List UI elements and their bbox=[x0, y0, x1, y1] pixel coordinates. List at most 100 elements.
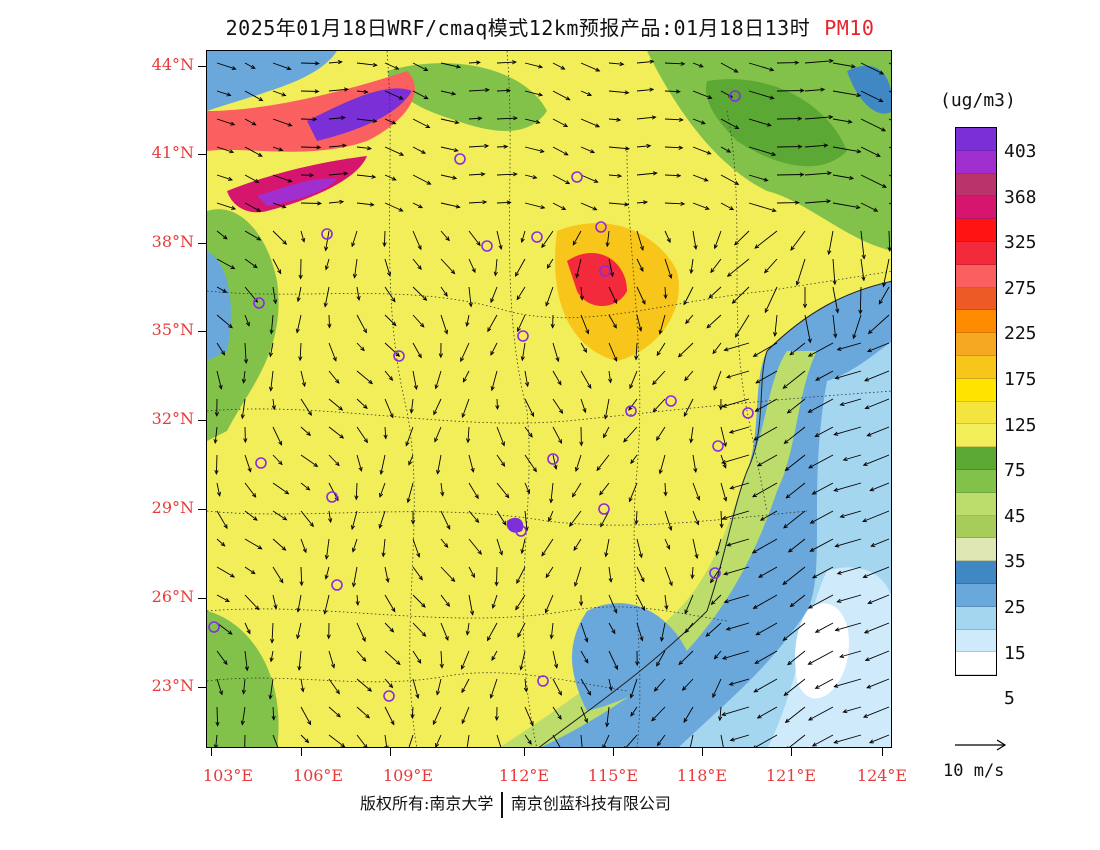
wind-vector bbox=[487, 314, 498, 332]
wind-vector-head bbox=[256, 236, 262, 241]
latitude-tick bbox=[198, 687, 206, 688]
city-marker bbox=[709, 567, 721, 579]
wind-vector bbox=[839, 650, 862, 658]
wind-vector bbox=[608, 314, 617, 329]
wind-vector bbox=[379, 510, 386, 529]
latitude-tick bbox=[198, 509, 206, 510]
wind-vector bbox=[603, 734, 610, 747]
wind-vector-head bbox=[301, 237, 306, 243]
wind-vector bbox=[270, 370, 274, 391]
wind-vector bbox=[300, 454, 318, 467]
wind-vector bbox=[630, 706, 638, 717]
wind-vector bbox=[216, 118, 235, 126]
wind-vector bbox=[216, 146, 234, 153]
wind-vector-head bbox=[515, 605, 520, 611]
wind-vector-head bbox=[362, 328, 367, 334]
wind-vector-head bbox=[312, 117, 318, 122]
wind-vector-head bbox=[500, 441, 505, 447]
wind-vector-head bbox=[827, 250, 832, 256]
wind-vector-head bbox=[799, 88, 805, 93]
city-marker bbox=[531, 231, 543, 243]
wind-vector-head bbox=[491, 603, 496, 610]
wind-vector bbox=[356, 62, 377, 66]
wind-vector bbox=[868, 314, 890, 334]
wind-vector bbox=[243, 678, 246, 694]
wind-vector bbox=[496, 398, 498, 410]
wind-vector-head bbox=[628, 497, 633, 503]
wind-vector bbox=[636, 230, 644, 251]
wind-vector bbox=[412, 90, 428, 99]
wind-vector-head bbox=[323, 609, 328, 615]
boundary-line bbox=[626, 150, 641, 747]
wind-vector-head bbox=[678, 660, 684, 666]
wind-vector bbox=[636, 201, 648, 204]
wind-vector-head bbox=[530, 412, 535, 418]
wind-vector bbox=[300, 146, 321, 148]
wind-vector bbox=[328, 706, 341, 718]
wind-vector-head bbox=[498, 245, 503, 251]
wind-vector-head bbox=[228, 323, 233, 329]
wind-vector bbox=[524, 202, 545, 209]
wind-vector bbox=[412, 174, 431, 185]
wind-vector bbox=[692, 454, 697, 473]
colorbar-label: 5 bbox=[1004, 688, 1015, 710]
wind-vector bbox=[575, 454, 582, 472]
wind-vector bbox=[379, 482, 386, 498]
wind-vector-head bbox=[684, 376, 689, 382]
city-marker bbox=[665, 395, 677, 407]
city-marker bbox=[598, 503, 610, 515]
longitude-label: 103°E bbox=[202, 766, 254, 785]
wind-vector-head bbox=[512, 172, 518, 177]
wind-vector bbox=[724, 566, 750, 575]
wind-vector bbox=[440, 594, 450, 607]
wind-vector bbox=[356, 342, 365, 351]
wind-vector-head bbox=[520, 356, 525, 362]
wind-vector bbox=[796, 258, 806, 286]
wind-vector bbox=[243, 370, 246, 383]
wind-vector-head bbox=[878, 98, 884, 103]
wind-vector-head bbox=[613, 608, 618, 614]
wind-vector bbox=[754, 230, 778, 249]
wind-vector bbox=[435, 370, 442, 389]
wind-vector-head bbox=[836, 346, 842, 351]
wind-vector-head bbox=[230, 121, 236, 126]
wind-vector bbox=[664, 230, 671, 243]
wind-vector bbox=[380, 454, 386, 475]
wind-vector bbox=[574, 566, 582, 587]
wind-vector bbox=[324, 594, 330, 614]
wind-vector-head bbox=[339, 434, 345, 439]
wind-vector bbox=[298, 650, 302, 670]
wind-vector-head bbox=[391, 120, 397, 125]
wind-vector-head bbox=[538, 92, 544, 97]
wind-vector bbox=[496, 230, 502, 250]
wind-vector bbox=[216, 622, 233, 635]
wind-vector bbox=[692, 230, 697, 250]
wind-vector-head bbox=[734, 240, 739, 246]
wind-vector-head bbox=[879, 70, 885, 75]
wind-vector bbox=[628, 398, 638, 411]
wind-vector-head bbox=[769, 95, 775, 100]
wind-vector bbox=[683, 706, 694, 723]
wind-vector-head bbox=[578, 601, 584, 607]
wind-vector bbox=[722, 650, 750, 660]
wind-vector bbox=[216, 202, 236, 210]
wind-vector-head bbox=[227, 176, 234, 181]
wind-vector-head bbox=[491, 656, 496, 662]
wind-vector-head bbox=[839, 401, 845, 407]
wind-vector bbox=[461, 678, 470, 693]
wind-vector-head bbox=[861, 276, 866, 282]
wind-vector bbox=[580, 174, 598, 183]
wind-vector-head bbox=[284, 490, 290, 495]
wind-vector-head bbox=[616, 117, 622, 122]
wind-vector-head bbox=[783, 691, 789, 697]
city-marker bbox=[481, 240, 493, 252]
wind-vector-head bbox=[306, 431, 312, 436]
wind-vector bbox=[216, 314, 233, 329]
wind-vector bbox=[517, 314, 526, 332]
wind-vector bbox=[468, 566, 475, 578]
wind-vector bbox=[764, 286, 778, 313]
wind-vector bbox=[468, 594, 474, 615]
wind-vector-head bbox=[875, 152, 881, 157]
wind-vector-head bbox=[516, 295, 521, 301]
wind-vector-head bbox=[361, 637, 366, 643]
